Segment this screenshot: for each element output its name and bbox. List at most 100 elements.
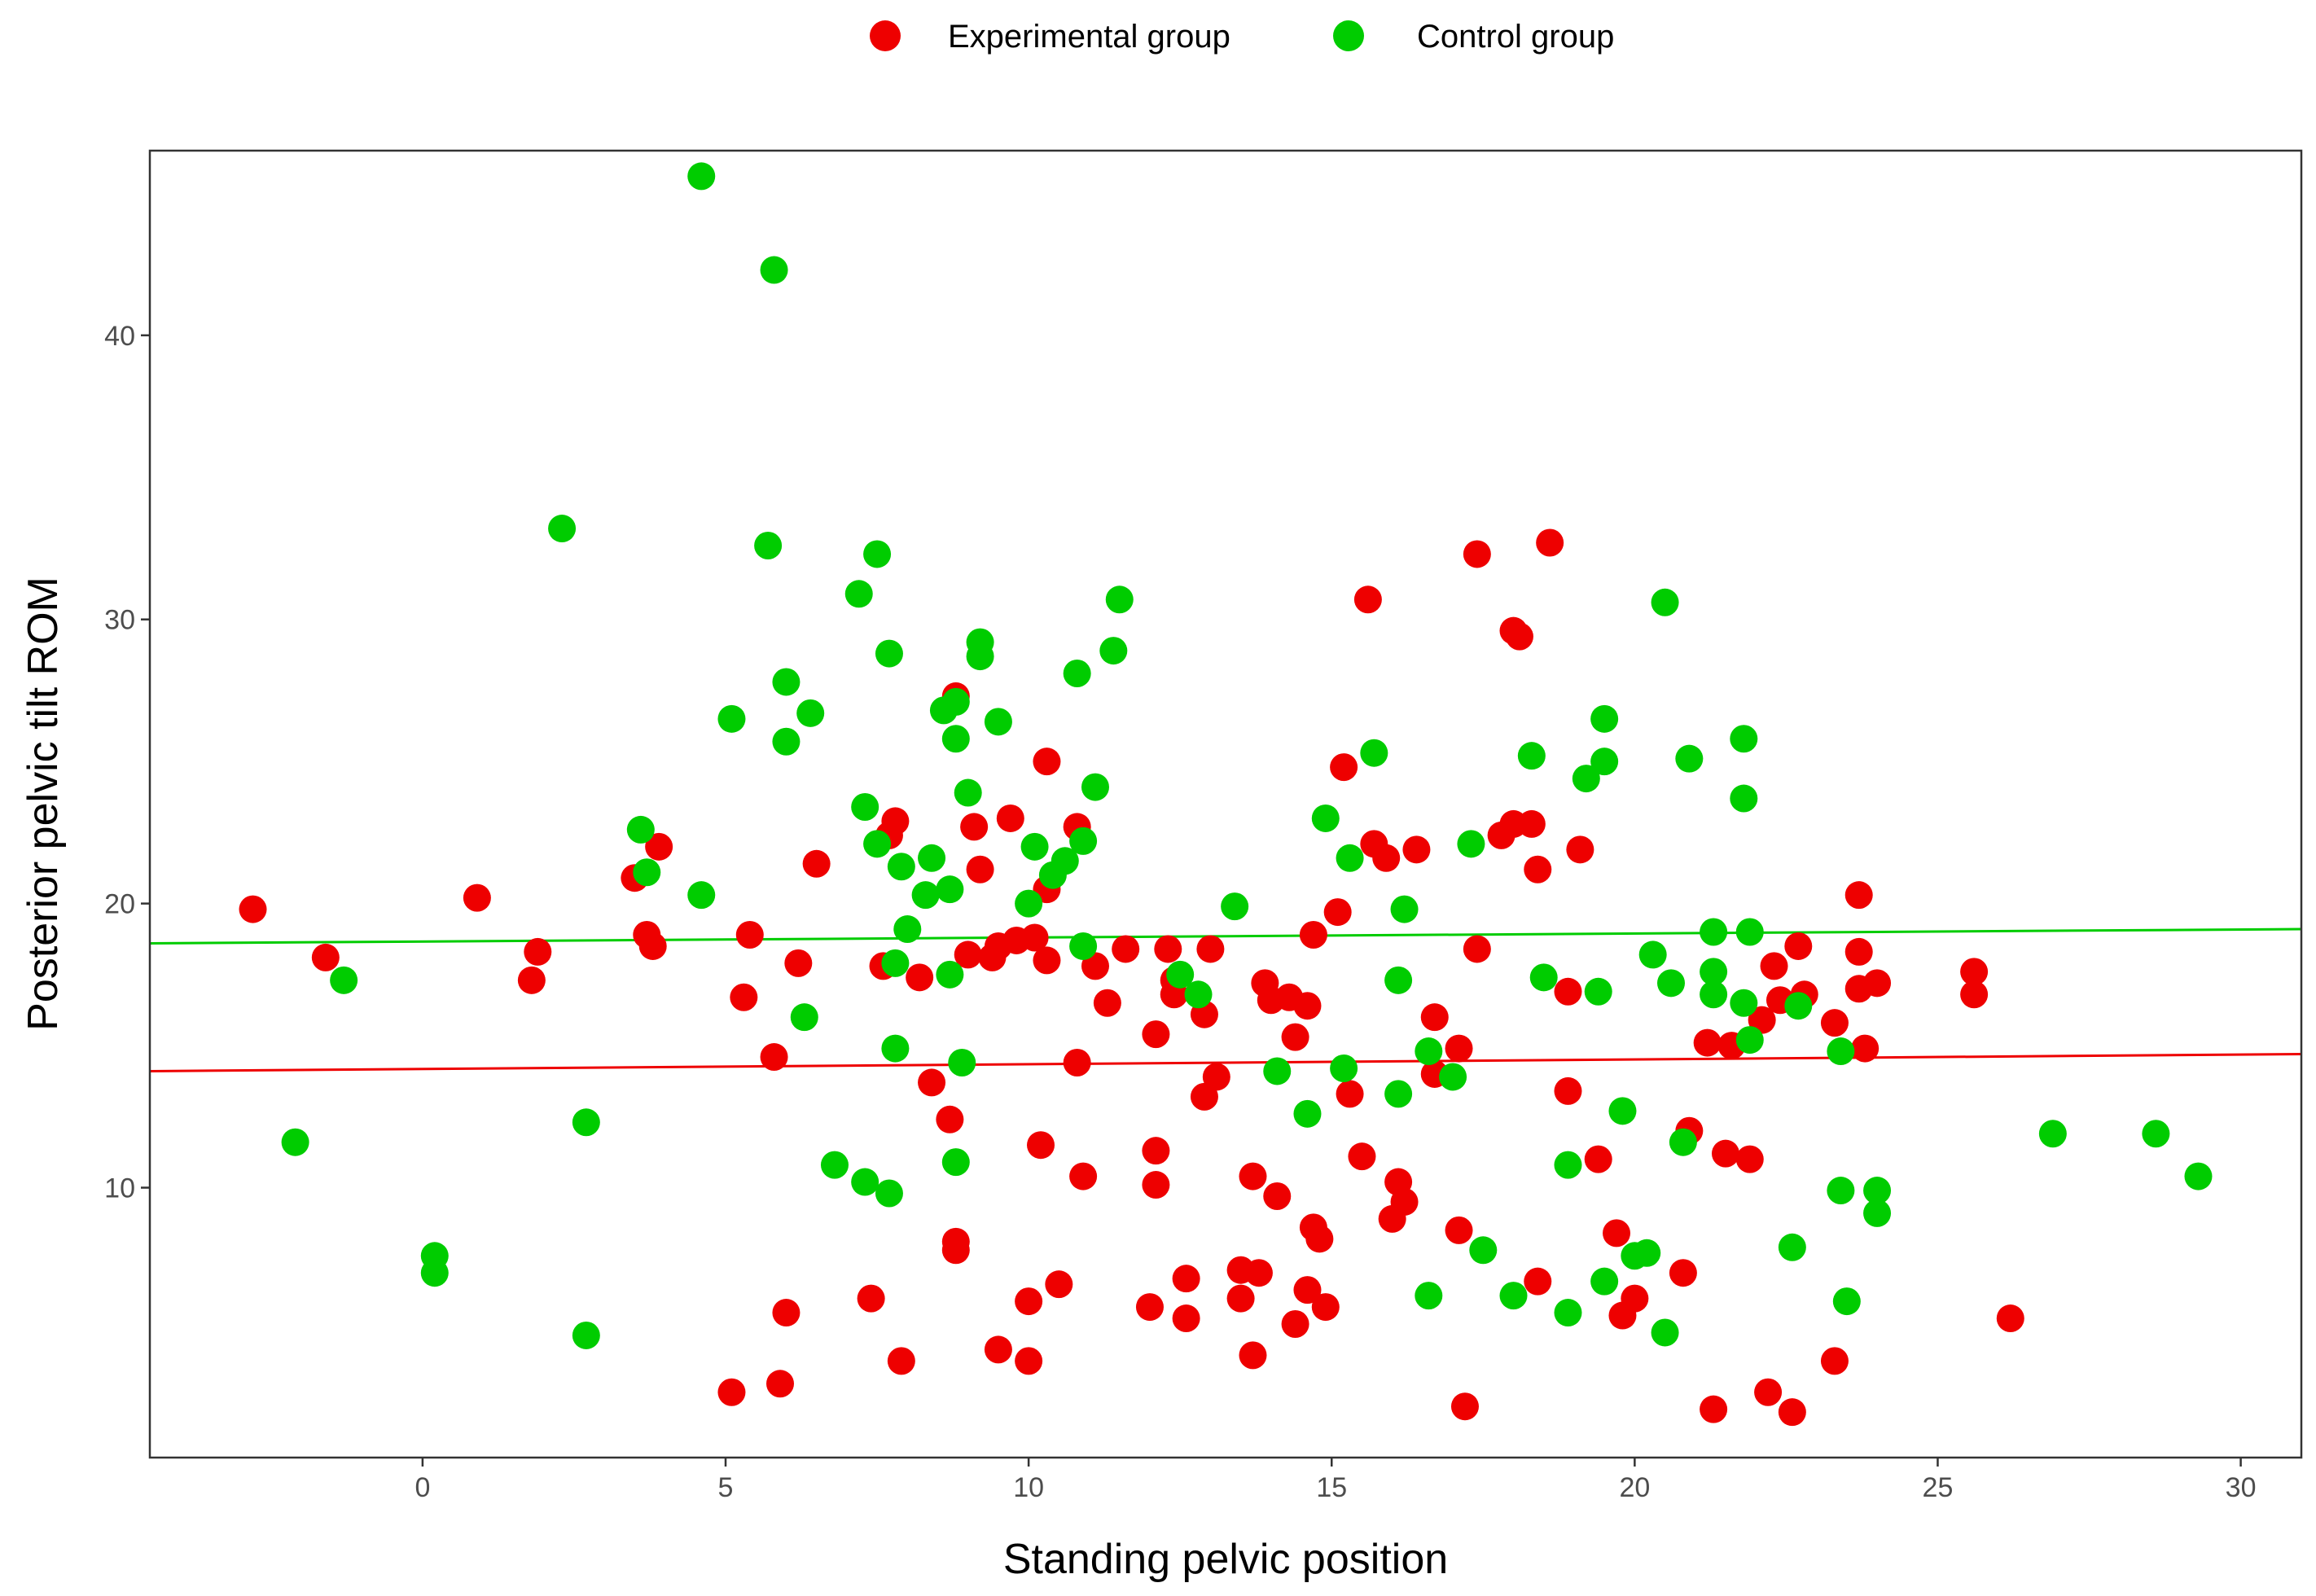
control-point [1330,1054,1358,1082]
experimental-point [1390,1187,1419,1216]
experimental-point [1820,1347,1849,1375]
control-point [1863,1177,1892,1205]
control-point [1554,1151,1582,1179]
experimental-point [1960,958,1989,986]
control-point [948,1049,976,1077]
control-point [1730,784,1758,813]
control-point [772,727,801,756]
experimental-point [1202,1063,1230,1091]
experimental-point [1700,1395,1728,1423]
control-point [1638,940,1667,969]
control-point [420,1259,449,1287]
control-point [572,1321,600,1349]
experimental-point [954,940,982,969]
experimental-point [1069,1162,1098,1190]
control-point [330,966,358,994]
control-point [1105,585,1134,614]
experimental-point [881,807,910,835]
experimental-point [1735,1145,1764,1173]
experimental-point [1027,1131,1055,1160]
control-point [844,580,873,608]
experimental-point [1142,1020,1170,1049]
control-point [1293,1099,1322,1128]
experimental-point [1239,1162,1267,1190]
experimental-point [1372,844,1401,872]
control-point [1584,977,1612,1006]
control-point [1735,1026,1764,1054]
control-point [1735,918,1764,946]
control-point [1651,588,1679,616]
control-point [1469,1236,1498,1265]
control-point [1778,1233,1806,1261]
experimental-point [717,1378,746,1406]
experimental-point [918,1068,946,1097]
control-point [1590,1267,1619,1296]
experimental-point [1142,1171,1170,1199]
experimental-point [1711,1139,1739,1168]
experimental-point [1293,992,1322,1020]
experimental-point [936,1105,964,1133]
experimental-point [1784,932,1813,960]
control-point [1633,1239,1661,1267]
control-point [1730,725,1758,753]
control-point [1669,1128,1697,1156]
control-point [1311,804,1340,832]
experimental-point [1353,585,1382,614]
experimental-point [1311,1293,1340,1322]
control-point [1081,773,1109,801]
control-point [1020,832,1049,861]
experimental-point [1669,1259,1697,1287]
experimental-point [1293,1276,1322,1304]
control-point [936,875,964,904]
experimental-point [1844,881,1873,910]
experimental-point [1142,1137,1170,1165]
experimental-point [1420,1003,1449,1032]
control-point [881,1034,910,1063]
control-point [887,853,915,881]
control-point [881,949,910,977]
experimental-point [1033,748,1061,776]
x-axis: 0 5 10 15 20 25 30 [415,1458,2256,1503]
experimental-point [1505,622,1533,651]
experimental-point [1566,835,1594,864]
y-axis: 10 20 30 40 [104,321,150,1204]
experimental-point [1190,1082,1218,1111]
x-tick-label: 20 [1619,1472,1650,1503]
control-point [820,1151,849,1179]
experimental-point [1348,1142,1376,1171]
control-point [936,960,964,989]
x-tick-label: 25 [1923,1472,1954,1503]
legend-label-experimental: Experimental group [948,19,1230,55]
control-point [1572,765,1600,793]
control-point [1063,660,1091,687]
control-point [1700,980,1728,1009]
control-point [1529,963,1558,992]
control-point [1499,1282,1528,1310]
control-point [1015,889,1043,918]
control-point [863,540,892,568]
x-tick-label: 30 [2226,1472,2257,1503]
control-point [796,699,825,727]
control-point [1221,892,1249,921]
control-point [984,708,1012,736]
experimental-point [1621,1284,1649,1313]
control-point [1827,1177,1855,1205]
experimental-point [1463,540,1491,568]
plot-panel-border [148,149,2303,1459]
data-points [239,162,2213,1427]
control-point [1651,1318,1679,1347]
experimental-point [984,1335,1012,1364]
experimental-point [1402,835,1431,864]
experimental-point [1172,1265,1200,1293]
control-point [918,844,946,872]
legend-label-control: Control group [1417,19,1614,55]
experimental-point [1844,937,1873,966]
control-point [1700,918,1728,946]
experimental-point [1778,1398,1806,1427]
control-point [2142,1120,2170,1148]
experimental-point [524,937,552,966]
control-point [1069,932,1098,960]
control-point [772,668,801,696]
control-point [572,1108,600,1137]
